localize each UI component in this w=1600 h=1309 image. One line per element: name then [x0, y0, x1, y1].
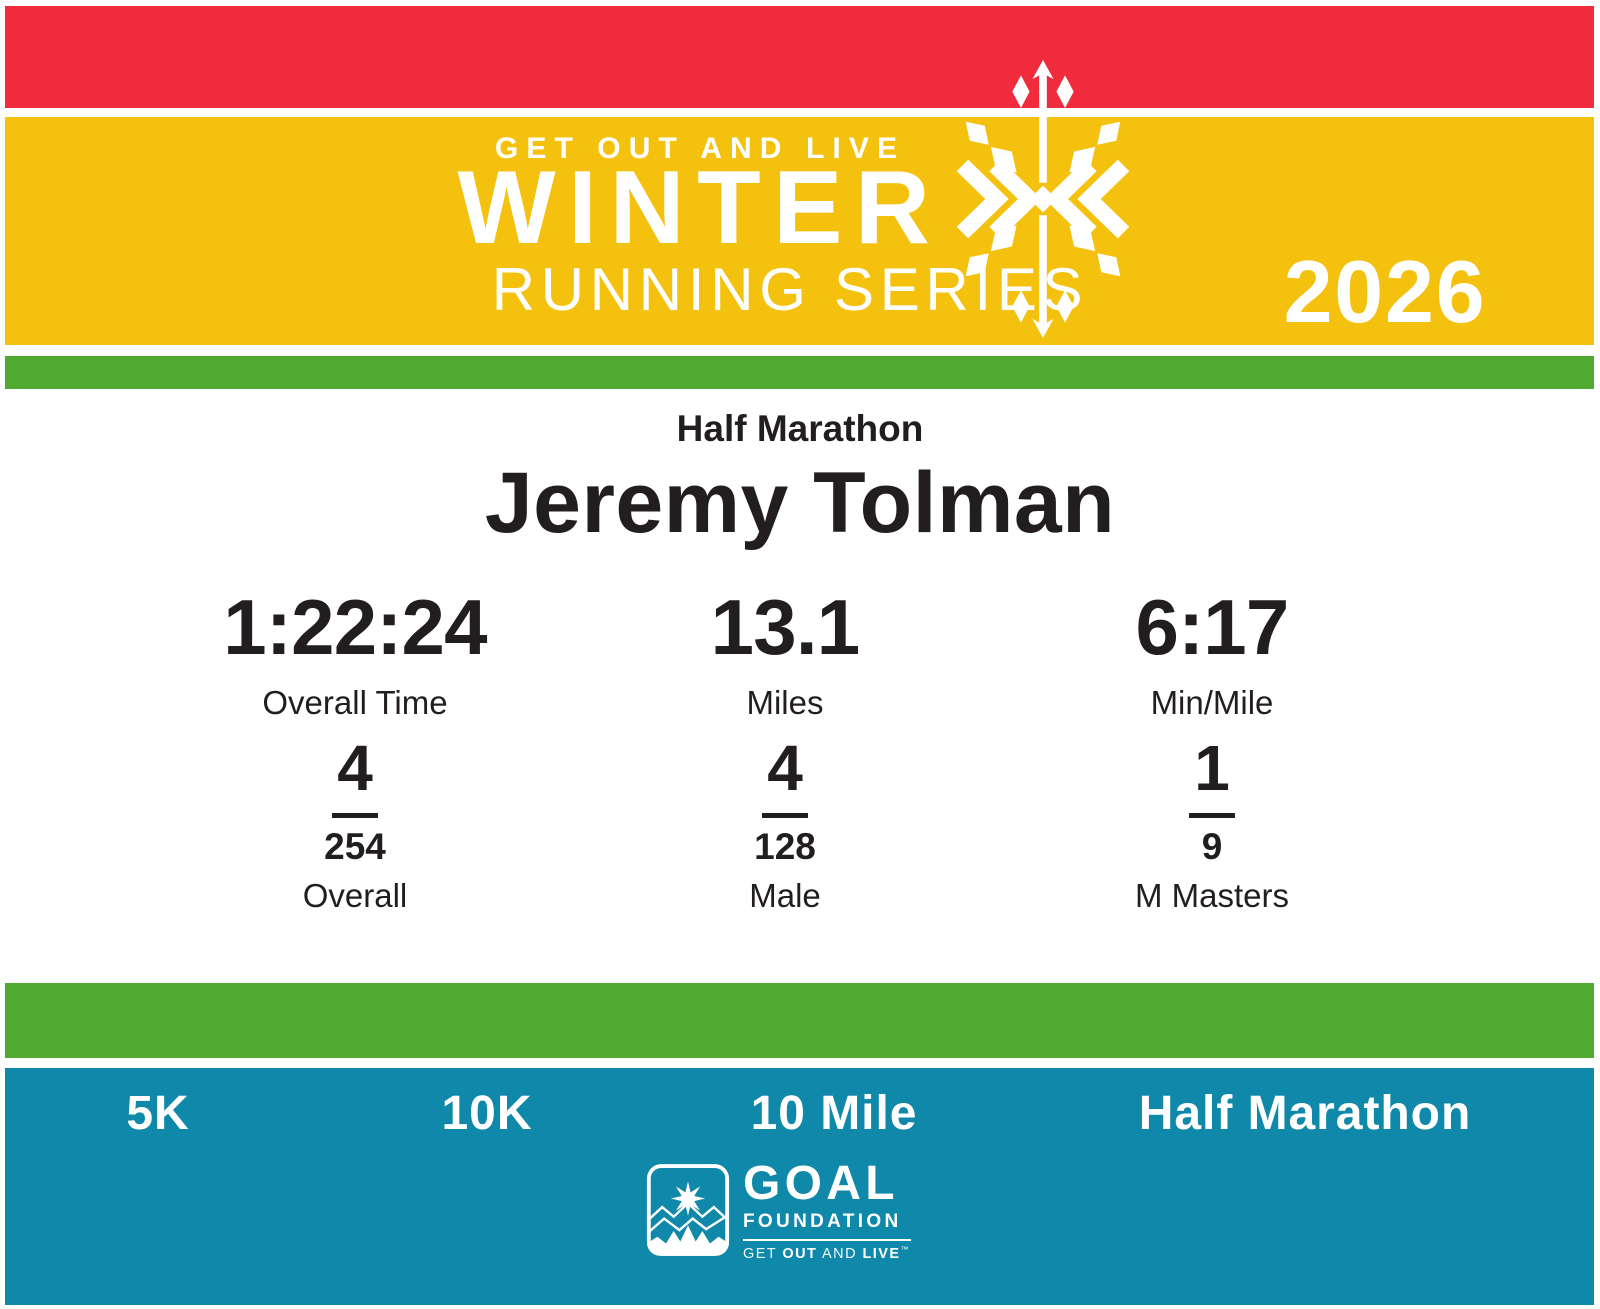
trademark-symbol: ™ — [900, 1245, 910, 1255]
miles-value: 13.1 — [710, 583, 860, 671]
race-10mile-label: 10 Mile — [750, 1087, 918, 1140]
tagline-out: OUT — [782, 1245, 818, 1262]
race-10k-label: 10K — [441, 1087, 533, 1140]
tagline-live: LIVE — [862, 1245, 901, 1262]
masters-place: 1 — [1194, 732, 1230, 804]
banner-title: WINTER — [457, 150, 943, 266]
snowflake-icon — [947, 60, 1139, 343]
overall-field-size: 254 — [324, 826, 386, 867]
athlete-name: Jeremy Tolman — [484, 455, 1116, 551]
miles-label: Miles — [746, 684, 824, 721]
stat-pace: 6:17 Min/Mile — [932, 588, 1492, 722]
footer-blue-band — [5, 1068, 1594, 1305]
green-divider-bottom — [5, 983, 1594, 1058]
goal-logo-tagline: GET OUT AND LIVE™ — [743, 1245, 911, 1262]
male-rank-label: Male — [749, 877, 821, 914]
fraction-bar — [332, 813, 378, 818]
pace-value: 6:17 — [1135, 583, 1290, 671]
tagline-get: GET — [743, 1245, 777, 1262]
top-red-band — [5, 6, 1594, 108]
fraction-bar — [1189, 813, 1235, 818]
stat-miles: 13.1 Miles — [505, 588, 1065, 722]
goal-badge-icon — [645, 1162, 731, 1263]
banner-tagline: GET OUT AND LIVE — [494, 132, 906, 165]
banner-yellow-band — [5, 117, 1594, 345]
goal-logo-text: GOAL FOUNDATION GET OUT AND LIVE™ — [743, 1157, 911, 1262]
race-5k-label: 5K — [126, 1087, 190, 1140]
overall-place: 4 — [337, 732, 373, 804]
masters-field-size: 9 — [1201, 826, 1223, 867]
fraction-bar — [762, 813, 808, 818]
goal-logo-rule — [743, 1239, 911, 1242]
overall-time-value: 1:22:24 — [223, 583, 487, 671]
race-half-marathon-label: Half Marathon — [1138, 1087, 1472, 1140]
overall-time-label: Overall Time — [262, 684, 448, 721]
event-name: Half Marathon — [676, 408, 924, 449]
goal-logo-division: FOUNDATION — [743, 1211, 902, 1233]
rank-masters: 1 9 M Masters — [1012, 736, 1412, 915]
rank-male: 4 128 Male — [585, 736, 985, 915]
stat-overall-time: 1:22:24 Overall Time — [75, 588, 635, 722]
overall-rank-label: Overall — [302, 877, 408, 914]
rank-overall: 4 254 Overall — [155, 736, 555, 915]
banner-year: 2026 — [1283, 242, 1487, 341]
male-field-size: 128 — [754, 826, 816, 867]
pace-label: Min/Mile — [1150, 684, 1274, 721]
tagline-and: AND — [822, 1245, 858, 1262]
goal-logo-name: GOAL — [743, 1157, 899, 1210]
male-place: 4 — [767, 732, 803, 804]
masters-rank-label: M Masters — [1134, 877, 1289, 914]
green-divider-top — [5, 356, 1594, 389]
goal-foundation-logo: GOAL FOUNDATION GET OUT AND LIVE™ — [645, 1157, 911, 1263]
